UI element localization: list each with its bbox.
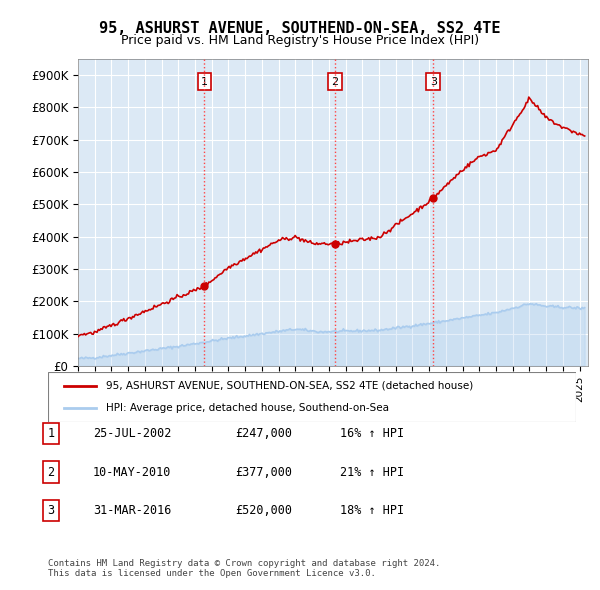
- Text: 2: 2: [47, 466, 55, 478]
- Text: 95, ASHURST AVENUE, SOUTHEND-ON-SEA, SS2 4TE (detached house): 95, ASHURST AVENUE, SOUTHEND-ON-SEA, SS2…: [106, 381, 473, 391]
- Text: Contains HM Land Registry data © Crown copyright and database right 2024.
This d: Contains HM Land Registry data © Crown c…: [48, 559, 440, 578]
- Text: £247,000: £247,000: [235, 427, 293, 440]
- Text: 1: 1: [47, 427, 55, 440]
- Text: 31-MAR-2016: 31-MAR-2016: [93, 504, 171, 517]
- Text: Price paid vs. HM Land Registry's House Price Index (HPI): Price paid vs. HM Land Registry's House …: [121, 34, 479, 47]
- Text: 25-JUL-2002: 25-JUL-2002: [93, 427, 171, 440]
- Text: £520,000: £520,000: [235, 504, 293, 517]
- Text: 18% ↑ HPI: 18% ↑ HPI: [340, 504, 404, 517]
- Text: 3: 3: [47, 504, 55, 517]
- Text: 3: 3: [430, 77, 437, 87]
- Text: £377,000: £377,000: [235, 466, 293, 478]
- Text: 21% ↑ HPI: 21% ↑ HPI: [340, 466, 404, 478]
- Text: 1: 1: [201, 77, 208, 87]
- Text: 2: 2: [331, 77, 338, 87]
- Text: 95, ASHURST AVENUE, SOUTHEND-ON-SEA, SS2 4TE: 95, ASHURST AVENUE, SOUTHEND-ON-SEA, SS2…: [99, 21, 501, 35]
- FancyBboxPatch shape: [48, 372, 576, 422]
- Text: 16% ↑ HPI: 16% ↑ HPI: [340, 427, 404, 440]
- Text: HPI: Average price, detached house, Southend-on-Sea: HPI: Average price, detached house, Sout…: [106, 403, 389, 413]
- Text: 10-MAY-2010: 10-MAY-2010: [93, 466, 171, 478]
